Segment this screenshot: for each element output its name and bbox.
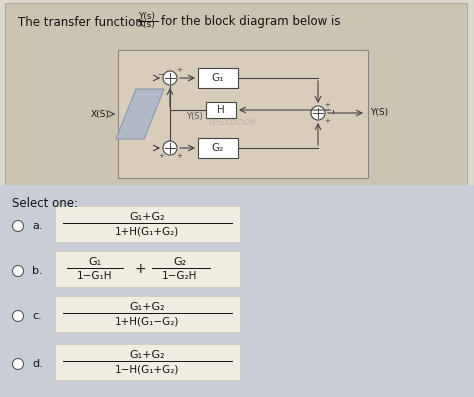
Text: 1−H(G₁+G₂): 1−H(G₁+G₂) [115,364,179,374]
Text: +: + [134,262,146,276]
Text: c.: c. [32,311,42,321]
Circle shape [12,358,24,370]
Bar [55,344,240,380]
Text: testbook: testbook [209,117,257,127]
Text: 1−G₁H: 1−G₁H [77,271,113,281]
Bar [118,50,368,178]
Text: +: + [324,118,330,124]
Text: for the block diagram below is: for the block diagram below is [161,15,340,29]
Text: X(S): X(S) [91,110,110,118]
Bar [206,102,236,118]
Bar [55,206,240,242]
Bar [0,185,474,397]
Text: The transfer function: The transfer function [18,15,146,29]
Bar [55,296,240,332]
Text: G₂: G₂ [212,143,224,153]
Bar [198,138,238,158]
Circle shape [12,310,24,322]
Text: G₁+G₂: G₁+G₂ [129,350,165,360]
Text: Select one:: Select one: [12,197,78,210]
Text: 1−G₂H: 1−G₂H [162,271,198,281]
Text: 1+H(G₁+G₂): 1+H(G₁+G₂) [115,226,179,236]
Text: G₁: G₁ [212,73,224,83]
Text: b.: b. [32,266,43,276]
Text: −: − [157,71,164,79]
Text: Y(S): Y(S) [186,112,203,121]
Text: +: + [158,153,164,159]
Bar [5,3,467,185]
Text: d.: d. [32,359,43,369]
Circle shape [163,141,177,155]
Text: X(s): X(s) [138,19,156,29]
Bar [55,251,240,287]
Text: +: + [176,67,182,73]
Text: G₂: G₂ [173,257,187,267]
Text: G₁: G₁ [89,257,101,267]
Text: Y(S): Y(S) [370,108,388,118]
Text: a.: a. [32,221,43,231]
Text: +: + [176,153,182,159]
Text: +: + [324,102,330,108]
Text: 1+H(G₁−G₂): 1+H(G₁−G₂) [115,316,179,326]
Bar [198,68,238,88]
Circle shape [12,220,24,231]
Circle shape [163,71,177,85]
Circle shape [12,266,24,276]
Text: G₁+G₂: G₁+G₂ [129,212,165,222]
Circle shape [311,106,325,120]
Text: Y(s): Y(s) [138,12,155,21]
Text: G₁+G₂: G₁+G₂ [129,302,165,312]
Text: H: H [217,105,225,115]
Polygon shape [116,89,164,139]
